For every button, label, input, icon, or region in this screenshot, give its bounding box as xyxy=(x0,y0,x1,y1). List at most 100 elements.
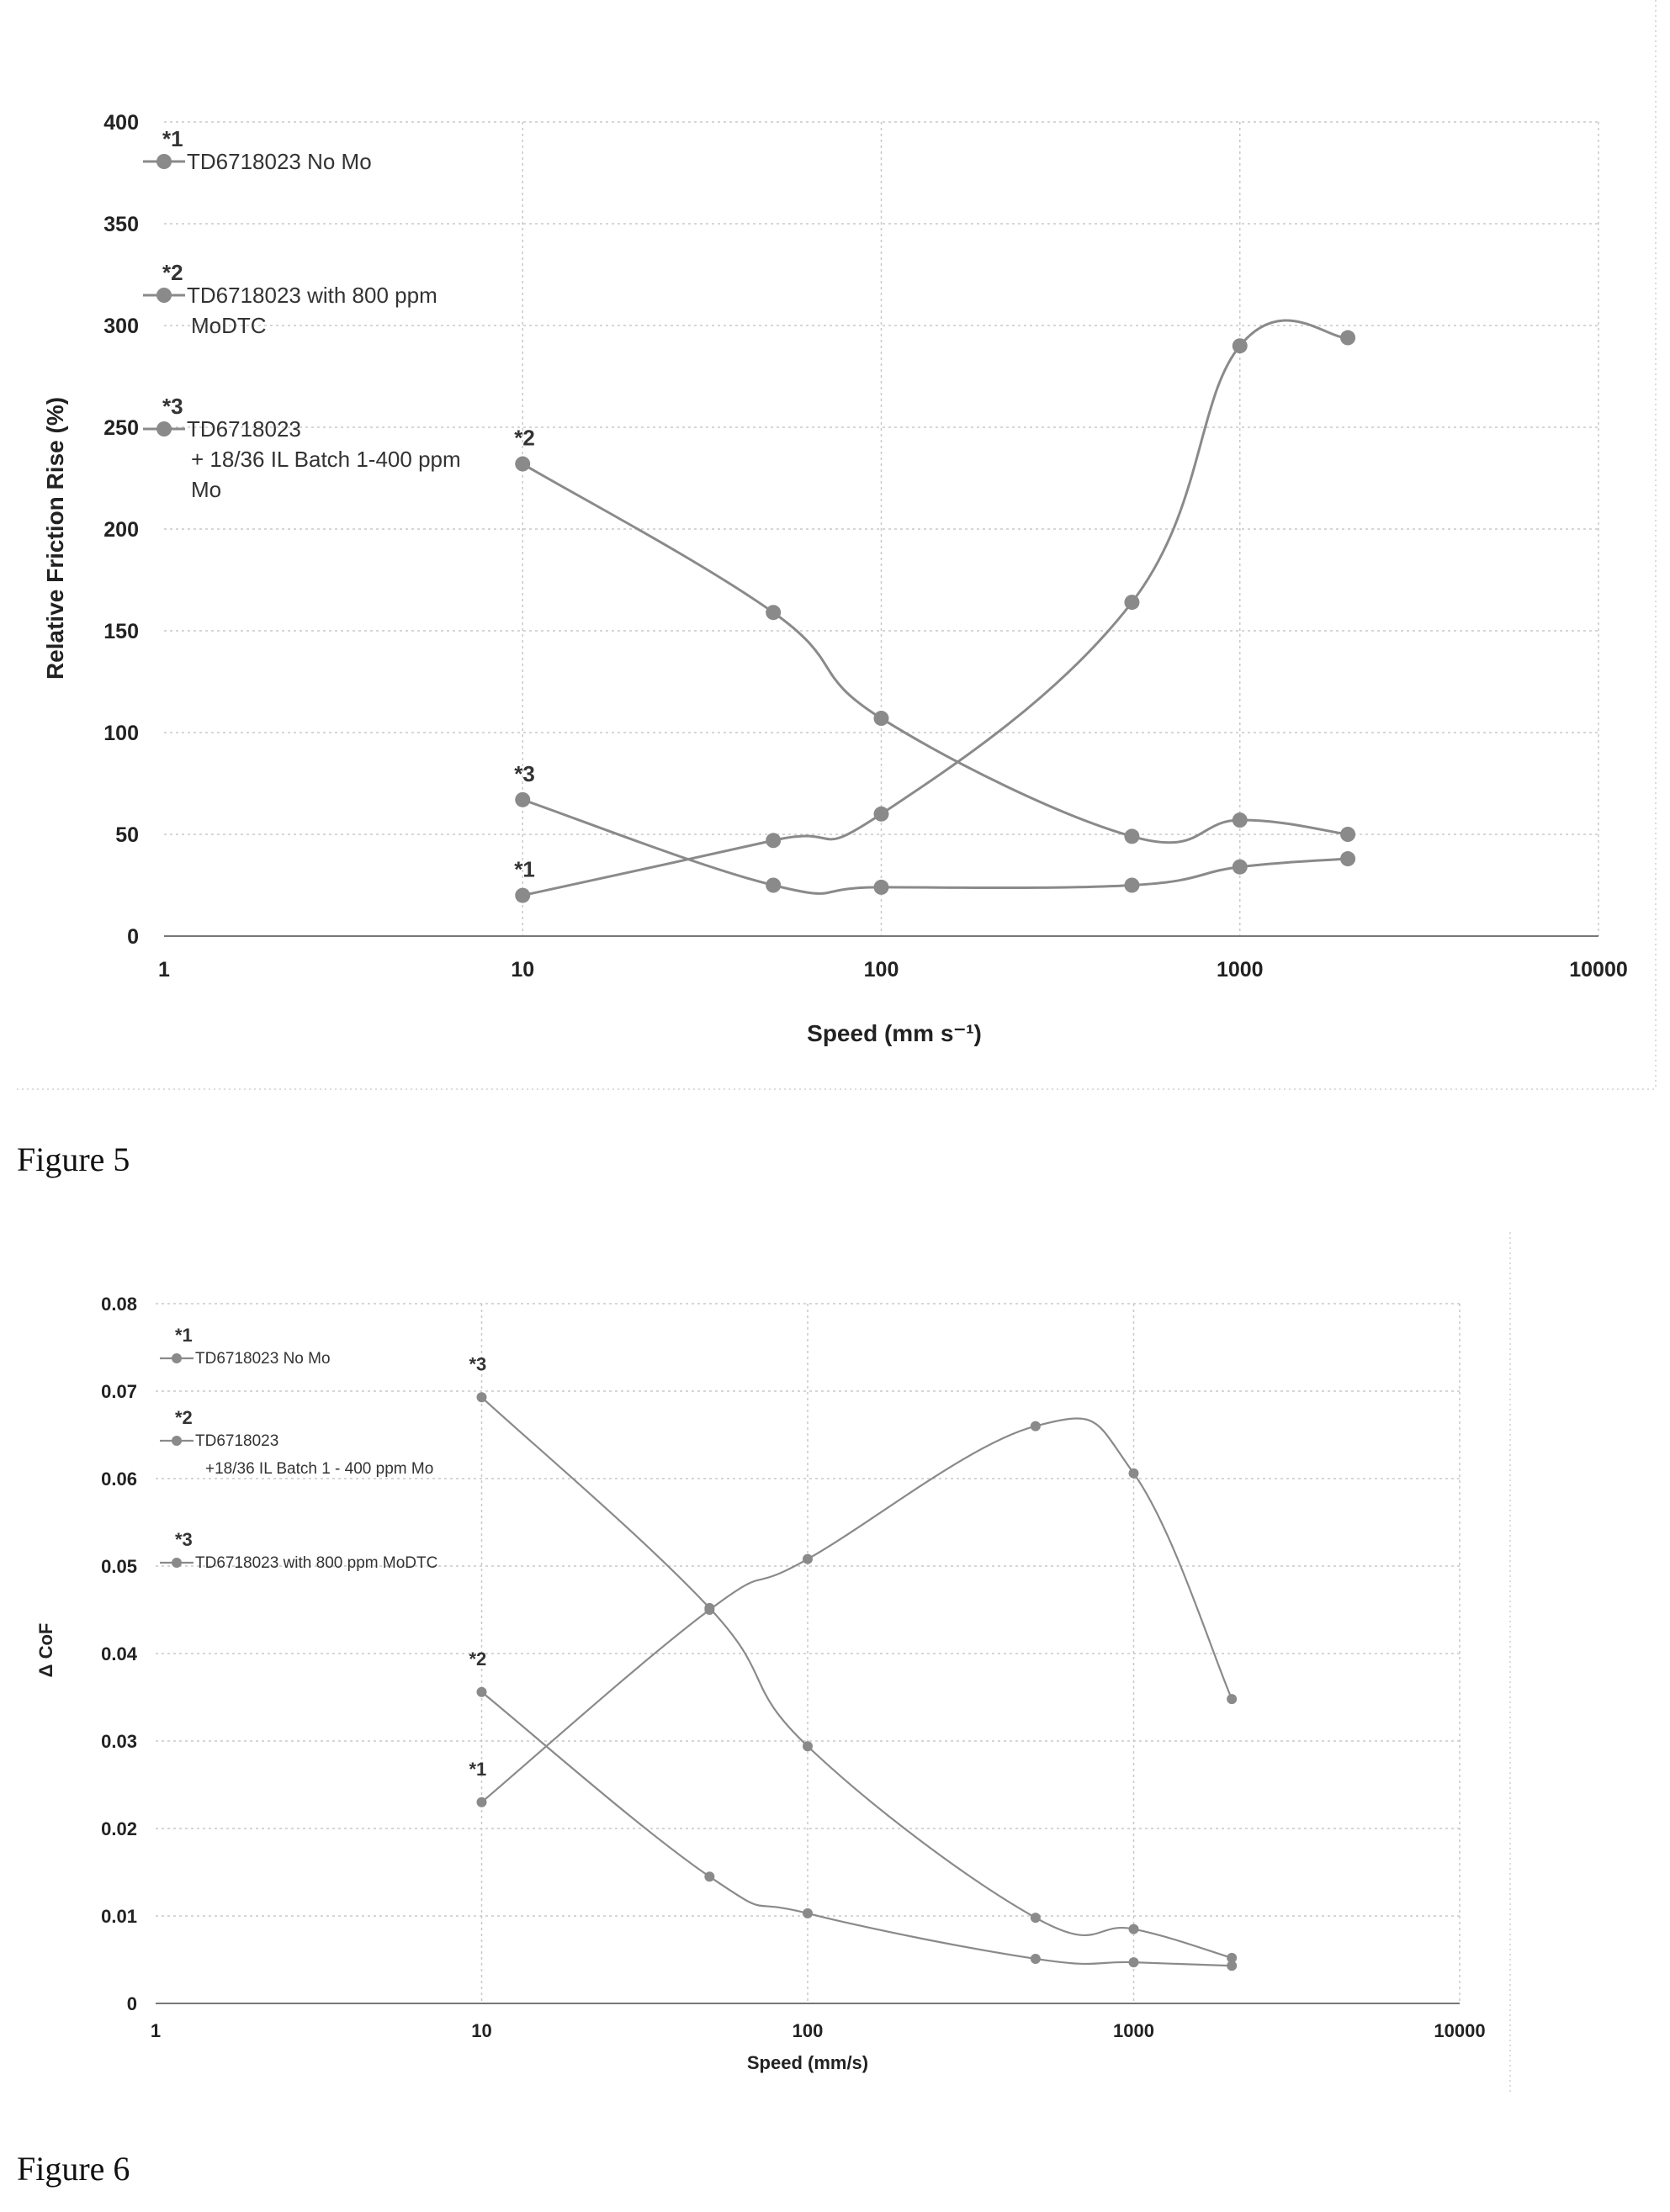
fig5-legend-marker: *1 xyxy=(162,126,183,151)
fig5-data-point xyxy=(1340,330,1356,346)
fig5-y-tick-label: 350 xyxy=(103,213,139,236)
fig5-data-point xyxy=(766,605,782,621)
fig6-y-tick-label: 0 xyxy=(127,1993,137,2014)
figure-6-y-axis-label: Δ CoF xyxy=(35,1623,56,1678)
fig5-legend-text: TD6718023 No Mo xyxy=(187,149,372,174)
fig6-legend-symbol-point xyxy=(172,1558,182,1568)
figure-5-series: *1 *2 *3 xyxy=(514,319,1356,903)
fig6-series-marker-label: *1 xyxy=(469,1759,487,1780)
fig6-y-tick-label: 0.02 xyxy=(101,1818,137,1839)
fig5-data-point xyxy=(1124,877,1140,893)
fig6-series-line xyxy=(480,1417,1233,1803)
fig5-series-line xyxy=(522,798,1349,895)
fig5-legend-text: TD6718023 with 800 ppm xyxy=(187,283,437,308)
fig5-y-tick-label: 150 xyxy=(103,620,139,643)
fig5-data-point xyxy=(1124,828,1140,844)
fig6-legend-symbol-point xyxy=(172,1436,182,1446)
fig5-series-marker-label: *1 xyxy=(514,857,535,882)
fig5-y-tick-label: 400 xyxy=(103,111,139,135)
fig5-data-point xyxy=(1340,851,1356,867)
figure-5-axes: 0 50 100 150 200 250 300 350 400 1 10 100 1000 10000 xyxy=(103,111,1627,982)
fig5-y-tick-label: 300 xyxy=(103,315,139,338)
fig6-legend-text: +18/36 IL Batch 1 - 400 ppm Mo xyxy=(205,1460,433,1478)
fig6-data-point xyxy=(803,1553,813,1564)
fig5-data-point xyxy=(766,833,782,849)
fig6-x-tick-label: 10 xyxy=(471,2020,491,2041)
fig5-y-tick-label: 200 xyxy=(103,518,139,542)
fig6-data-point xyxy=(1128,1924,1139,1934)
figure-6-chart: 0 0.01 0.02 0.03 0.04 0.05 0.06 0.07 0.08 1 10 100 1… xyxy=(35,1232,1511,2094)
figure-6-gridlines xyxy=(156,1303,1461,2003)
fig6-x-tick-label: 10000 xyxy=(1434,2020,1485,2041)
fig5-data-point xyxy=(515,456,531,472)
fig5-data-point xyxy=(1340,827,1356,842)
fig6-legend-symbol-point xyxy=(172,1353,182,1363)
fig5-x-tick-label: 10000 xyxy=(1569,958,1628,982)
fig5-x-tick-label: 10 xyxy=(511,958,534,982)
fig5-y-tick-label: 250 xyxy=(103,416,139,440)
fig6-data-point xyxy=(1030,1913,1041,1924)
figure-5-gridlines xyxy=(164,121,1599,936)
fig5-data-point xyxy=(515,791,531,807)
fig5-data-point xyxy=(873,806,889,822)
fig6-x-tick-label: 100 xyxy=(793,2020,824,2041)
fig6-legend-text: TD6718023 xyxy=(195,1432,278,1450)
fig5-data-point xyxy=(1232,338,1248,354)
fig5-y-tick-label: 100 xyxy=(103,722,139,745)
fig6-y-tick-label: 0.07 xyxy=(101,1381,137,1402)
fig6-data-point xyxy=(1227,1961,1238,1971)
fig5-legend-symbol-point xyxy=(156,154,172,169)
fig6-x-tick-label: 1000 xyxy=(1113,2020,1154,2041)
fig6-data-point xyxy=(803,1908,813,1918)
fig5-legend-text: MoDTC xyxy=(191,313,267,338)
fig5-legend-symbol-point xyxy=(156,421,172,437)
fig6-series-line xyxy=(480,1396,1233,1959)
fig5-data-point xyxy=(1124,595,1140,611)
fig6-data-point xyxy=(704,1602,715,1613)
fig5-legend-marker: *2 xyxy=(162,260,183,285)
fig6-data-point xyxy=(476,1686,487,1697)
fig5-x-tick-label: 1000 xyxy=(1217,958,1264,982)
fig6-y-tick-label: 0.03 xyxy=(101,1731,137,1752)
fig6-data-point xyxy=(1227,1694,1238,1705)
fig6-data-point xyxy=(476,1392,487,1403)
fig5-legend-symbol-point xyxy=(156,288,172,303)
fig5-y-tick-label: 0 xyxy=(127,925,139,949)
fig6-data-point xyxy=(476,1797,487,1807)
figure-5-y-axis-label: Relative Friction Rise (%) xyxy=(42,397,68,680)
fig5-y-tick-label: 50 xyxy=(115,823,139,847)
fig5-series-line xyxy=(522,319,1349,897)
fig5-x-tick-label: 100 xyxy=(864,958,899,982)
fig6-data-point xyxy=(803,1741,813,1752)
fig6-x-tick-label: 1 xyxy=(151,2020,161,2041)
fig6-data-point xyxy=(1030,1421,1041,1431)
fig6-series-marker-label: *2 xyxy=(469,1648,487,1670)
fig6-y-tick-label: 0.08 xyxy=(101,1294,137,1315)
fig6-data-point xyxy=(1227,1952,1238,1963)
figure-5-caption: Figure 5 xyxy=(17,1140,130,1178)
fig6-legend-text: TD6718023 with 800 ppm MoDTC xyxy=(195,1554,437,1572)
fig5-series-marker-label: *2 xyxy=(514,426,535,451)
fig5-data-point xyxy=(1232,812,1248,828)
fig6-legend-text: TD6718023 No Mo xyxy=(195,1350,331,1368)
fig6-y-tick-label: 0.06 xyxy=(101,1468,137,1490)
fig5-data-point xyxy=(873,711,889,727)
fig5-legend-marker: *3 xyxy=(162,394,183,419)
fig5-series-line xyxy=(522,463,1349,844)
fig5-legend-text: TD6718023 xyxy=(187,416,301,442)
fig6-data-point xyxy=(1128,1957,1139,1968)
fig6-data-point xyxy=(1128,1468,1139,1479)
fig5-data-point xyxy=(766,877,782,893)
fig5-legend-text: + 18/36 IL Batch 1-400 ppm xyxy=(191,447,461,472)
figure-6-x-axis-label: Speed (mm/s) xyxy=(747,2052,868,2073)
fig5-data-point xyxy=(873,879,889,895)
figure-6-series: *1 *2 *3 xyxy=(469,1353,1238,1971)
fig6-y-tick-label: 0.01 xyxy=(101,1906,137,1927)
fig6-y-tick-label: 0.05 xyxy=(101,1556,137,1577)
figure-6-axes: 0 0.01 0.02 0.03 0.04 0.05 0.06 0.07 0.08 1 10 100 1… xyxy=(101,1294,1485,2041)
fig6-y-tick-label: 0.04 xyxy=(101,1643,138,1664)
fig6-legend-marker: *1 xyxy=(175,1325,193,1346)
fig5-data-point xyxy=(1232,859,1248,875)
